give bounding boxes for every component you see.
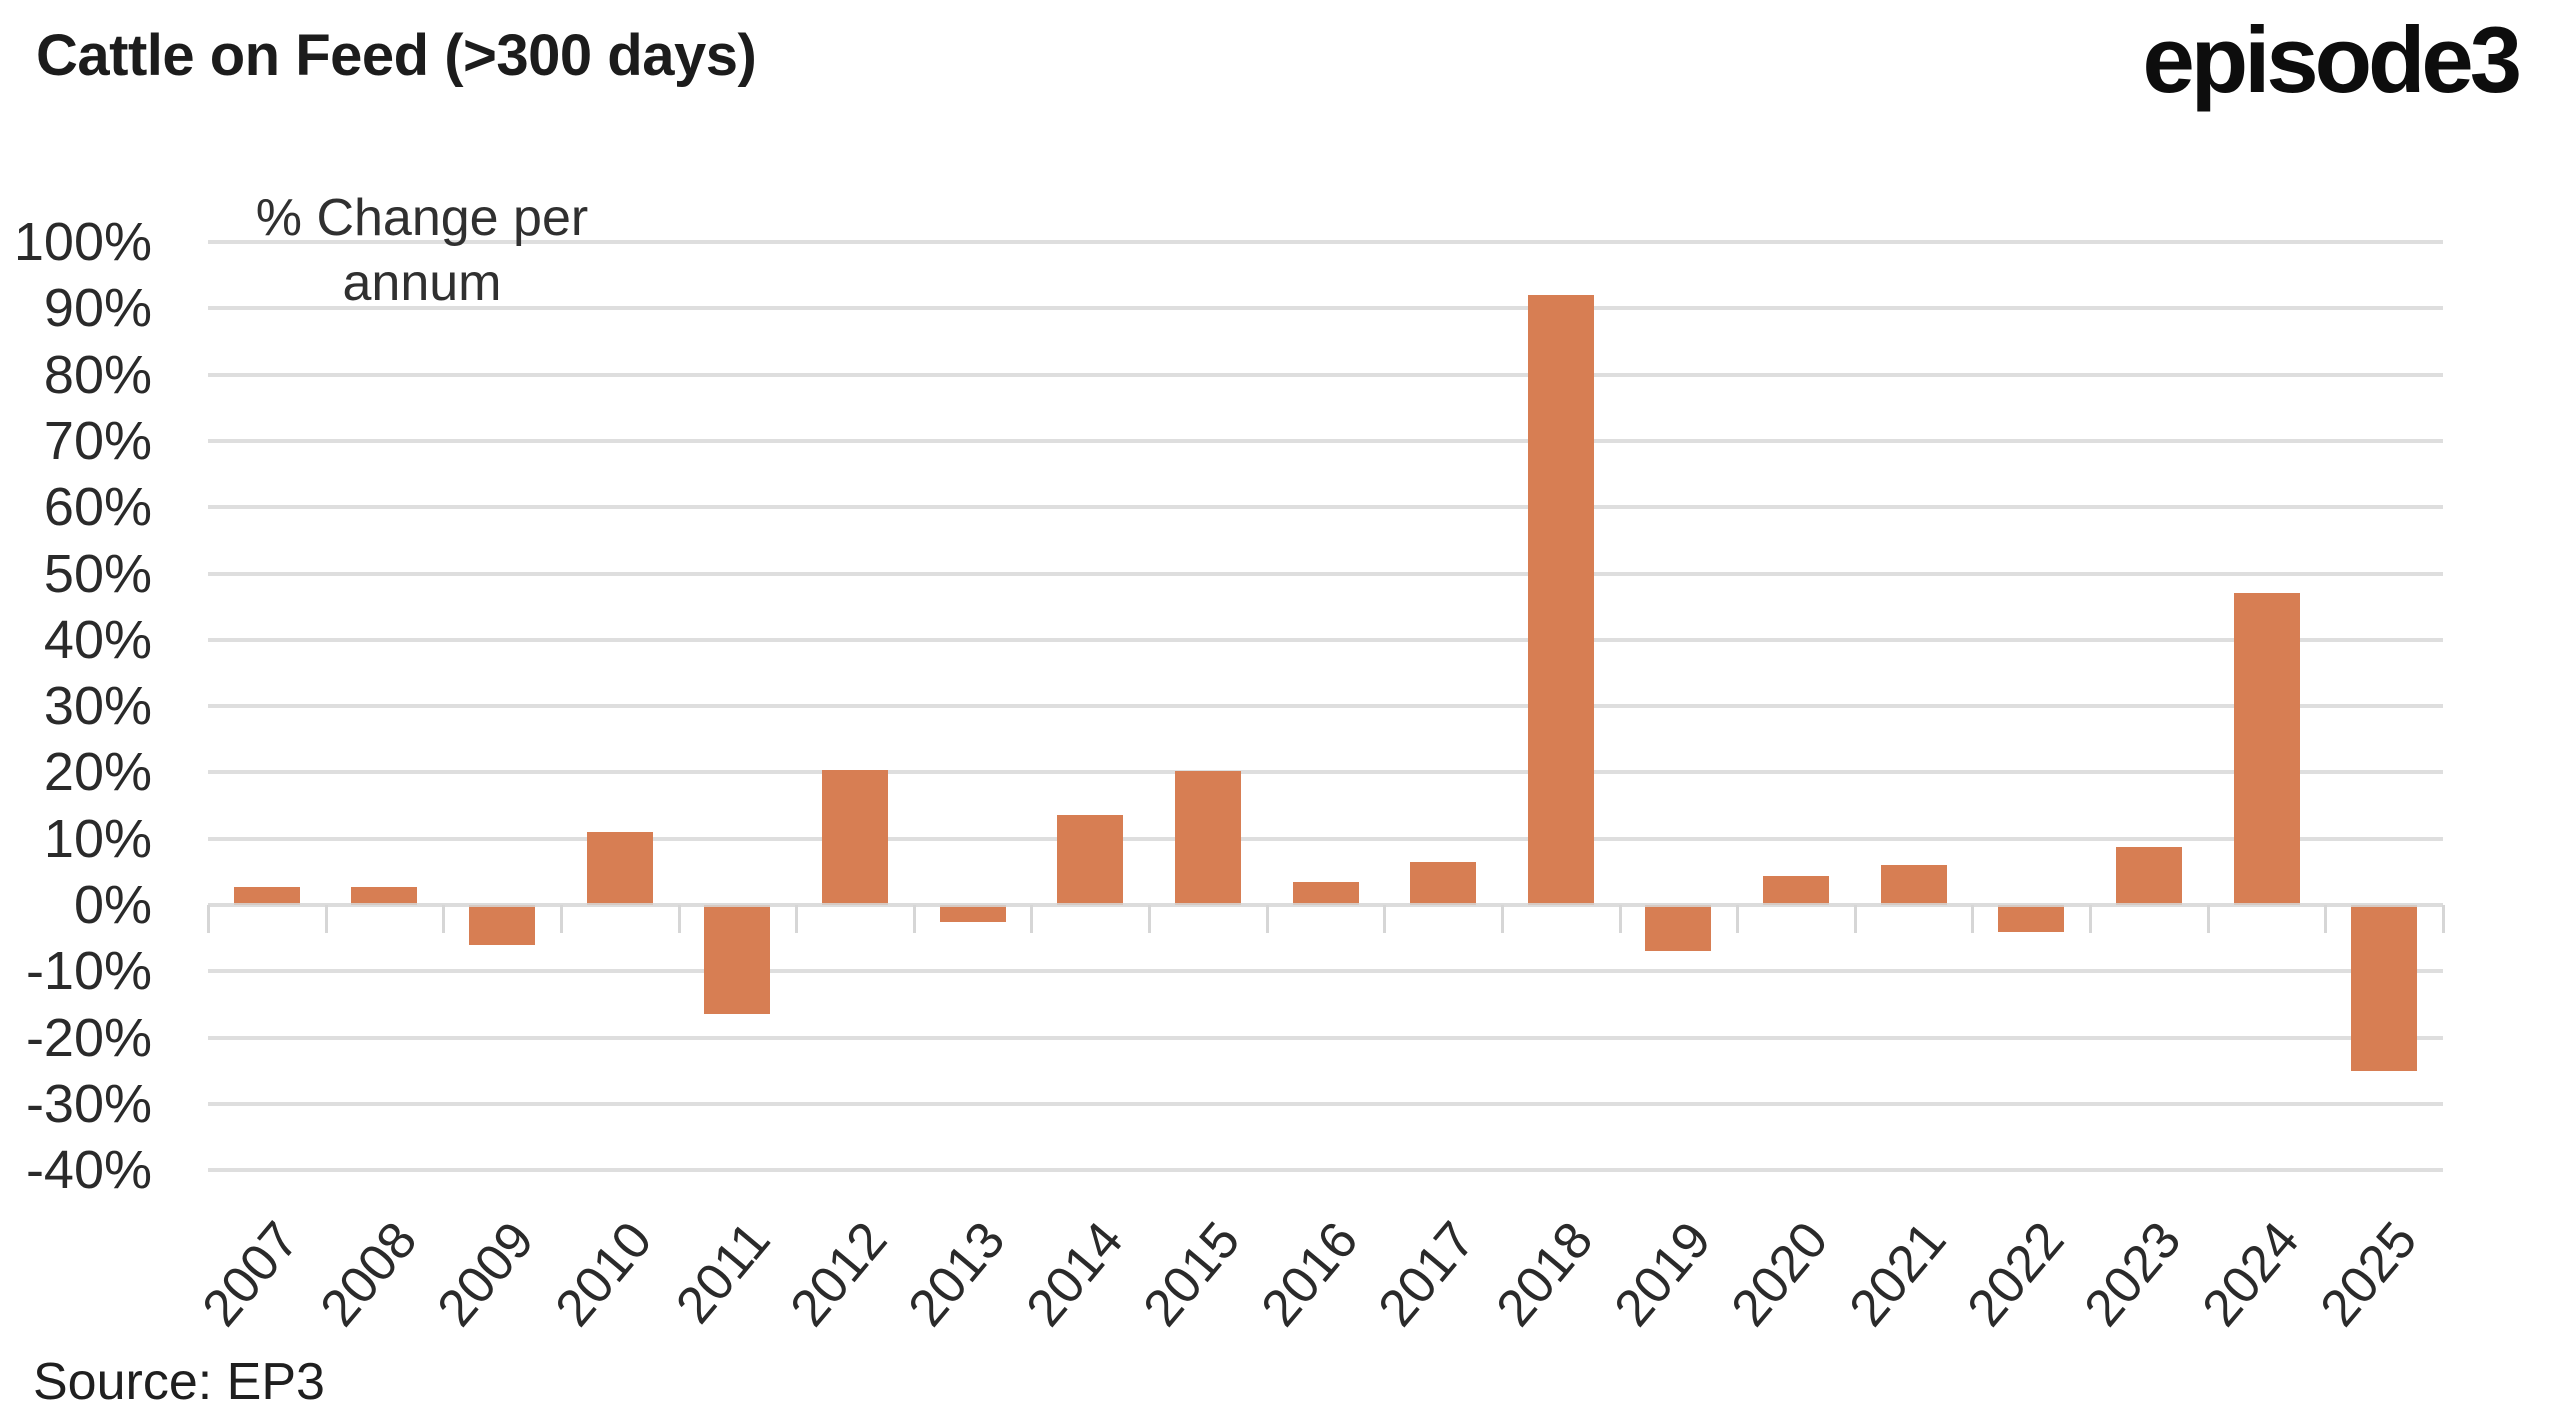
bar-2020	[1763, 876, 1830, 905]
x-axis-tick	[912, 905, 916, 933]
x-tick-label-2012: 2012	[779, 1211, 899, 1338]
gridline	[208, 1101, 2443, 1106]
gridline	[208, 306, 2443, 311]
x-axis-tick	[1030, 905, 1034, 933]
gridline	[208, 240, 2443, 244]
x-tick-label-2008: 2008	[309, 1211, 429, 1338]
bar-2012	[821, 770, 888, 905]
y-axis-title-line1: % Change per	[255, 189, 589, 247]
bar-2025	[2351, 905, 2418, 1071]
gridline	[208, 770, 2443, 775]
y-tick-label: 30%	[43, 676, 152, 737]
y-tick-label: -30%	[25, 1073, 152, 1134]
x-axis-tick	[1736, 905, 1740, 933]
x-tick-label-2013: 2013	[897, 1211, 1017, 1338]
gridline	[208, 637, 2443, 642]
bar-2017	[1410, 861, 1477, 905]
x-tick-label-2017: 2017	[1368, 1211, 1487, 1338]
x-axis-tick	[2089, 905, 2093, 933]
y-tick-label: 0%	[73, 875, 152, 935]
x-axis-tick	[795, 905, 799, 933]
x-axis-tick	[2324, 905, 2328, 933]
y-tick-label: 10%	[43, 808, 152, 869]
gridline	[208, 1035, 2443, 1040]
bar-2014	[1057, 815, 1124, 905]
gridline	[208, 571, 2443, 576]
x-tick-label-2021: 2021	[1838, 1211, 1958, 1338]
y-axis-title-line2: annum	[342, 254, 502, 312]
bar-2016	[1292, 881, 1359, 905]
x-axis-tick	[1971, 905, 1975, 933]
x-axis-tick	[1383, 905, 1387, 933]
y-tick-label: 70%	[43, 410, 152, 471]
x-axis-tick	[559, 905, 563, 933]
y-tick-label: 100%	[13, 212, 152, 272]
x-axis-tick	[2442, 905, 2445, 933]
chart-title: Cattle on Feed (>300 days)	[36, 23, 757, 88]
y-tick-label: 80%	[43, 344, 152, 405]
x-tick-label-2019: 2019	[1603, 1211, 1723, 1338]
gridline	[208, 969, 2443, 974]
x-tick-label-2024: 2024	[2191, 1211, 2311, 1338]
gridline	[208, 438, 2443, 443]
x-axis-tick	[1148, 905, 1152, 933]
zero-axis-line	[208, 903, 2443, 907]
y-tick-label: -40%	[25, 1140, 152, 1201]
y-tick-label: -20%	[25, 1007, 152, 1068]
gridline	[208, 1168, 2443, 1173]
bar-2021	[1880, 865, 1947, 905]
bar-2013	[939, 905, 1006, 922]
bar-2018	[1527, 295, 1594, 905]
bar-2019	[1645, 905, 1712, 952]
bar-2008	[351, 887, 418, 905]
y-tick-label: 50%	[43, 543, 152, 604]
x-tick-label-2022: 2022	[1956, 1211, 2075, 1338]
gridline	[208, 704, 2443, 709]
y-tick-label: -10%	[25, 941, 152, 1002]
x-axis-tick	[1500, 905, 1504, 933]
y-tick-label: 40%	[43, 609, 152, 670]
bar-2010	[586, 832, 653, 905]
x-axis-tick	[1853, 905, 1857, 933]
x-axis-tick	[1618, 905, 1622, 933]
gridline	[208, 372, 2443, 377]
x-tick-label-2023: 2023	[2073, 1211, 2193, 1338]
x-tick-label-2025: 2025	[2309, 1211, 2428, 1338]
y-axis-title: % Change per annum	[222, 186, 622, 316]
bar-2015	[1174, 771, 1241, 905]
x-axis-tick	[677, 905, 681, 933]
y-tick-label: 90%	[43, 278, 152, 339]
x-tick-label-2009: 2009	[426, 1211, 546, 1338]
x-tick-label-2015: 2015	[1132, 1211, 1252, 1338]
x-tick-label-2018: 2018	[1485, 1211, 1605, 1338]
x-axis-tick	[324, 905, 328, 933]
bar-2024	[2233, 593, 2300, 905]
x-axis-tick	[442, 905, 446, 933]
source-note: Source: EP3	[33, 1353, 325, 1411]
y-tick-label: 20%	[43, 742, 152, 803]
episode3-logo: episode3	[2142, 7, 2522, 112]
bar-2009	[469, 905, 536, 945]
x-tick-label-2011: 2011	[664, 1211, 782, 1335]
gridline	[208, 836, 2443, 841]
bar-2022	[1998, 905, 2065, 932]
x-axis-tick	[207, 905, 210, 933]
gridline	[208, 505, 2443, 510]
x-tick-label-2020: 2020	[1720, 1211, 1840, 1338]
bar-2023	[2115, 847, 2182, 905]
bar-2007	[233, 887, 300, 905]
y-tick-label: 60%	[43, 477, 152, 538]
x-axis-tick	[2206, 905, 2210, 933]
x-tick-label-2016: 2016	[1250, 1211, 1370, 1338]
x-axis-tick	[1265, 905, 1269, 933]
x-tick-label-2014: 2014	[1015, 1211, 1134, 1338]
x-tick-label-2007: 2007	[191, 1211, 311, 1338]
x-tick-label-2010: 2010	[544, 1211, 664, 1338]
bar-2011	[704, 905, 771, 1015]
